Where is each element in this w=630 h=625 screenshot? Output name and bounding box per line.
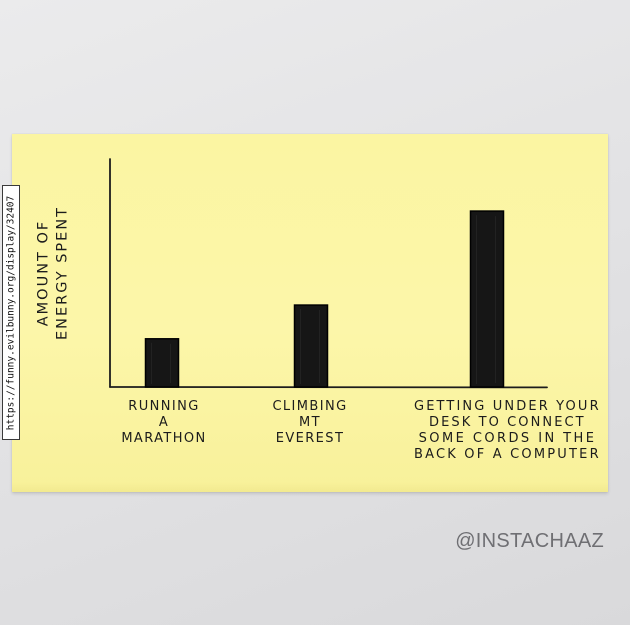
source-url-tag: https://funny.evilbunny.org/display/3240… xyxy=(2,185,20,440)
instagram-handle-watermark: @INSTACHAAZ xyxy=(455,530,604,552)
category-label-3-line-1: GETTING UNDER YOUR xyxy=(414,399,600,414)
bar-3 xyxy=(469,210,505,388)
bar-1-texture xyxy=(151,342,171,384)
category-label-1-line-3: MARATHON xyxy=(121,431,206,446)
source-url-text: https://funny.evilbunny.org/display/3240… xyxy=(5,195,17,430)
category-label-3-line-2: DESK TO CONNECT xyxy=(429,415,585,430)
category-label-3-line-3: SOME CORDS IN THE xyxy=(419,431,596,446)
y-axis-label-line-1: AMOUNT OF xyxy=(36,220,52,327)
sticky-note: RUNNING A MARATHON CLIMBING MT EVEREST GETTING… xyxy=(12,134,608,492)
y-axis-label-line-2: ENERGY SPENT xyxy=(55,206,71,340)
category-label-2-line-2: MT xyxy=(299,415,321,430)
bar-2 xyxy=(293,304,329,388)
category-label-1-line-1: RUNNING xyxy=(128,399,199,414)
bar-2-texture xyxy=(300,309,320,384)
bar-1 xyxy=(144,338,180,388)
category-label-2-line-1: CLIMBING xyxy=(272,399,347,414)
y-axis-label: AMOUNT OF ENERGY SPENT xyxy=(36,206,71,340)
category-label-2-line-3: EVEREST xyxy=(276,431,345,446)
category-label-3-line-4: BACK OF A COMPUTER xyxy=(414,447,600,462)
bar-3-texture xyxy=(476,215,496,384)
category-label-1-line-2: A xyxy=(159,415,169,430)
